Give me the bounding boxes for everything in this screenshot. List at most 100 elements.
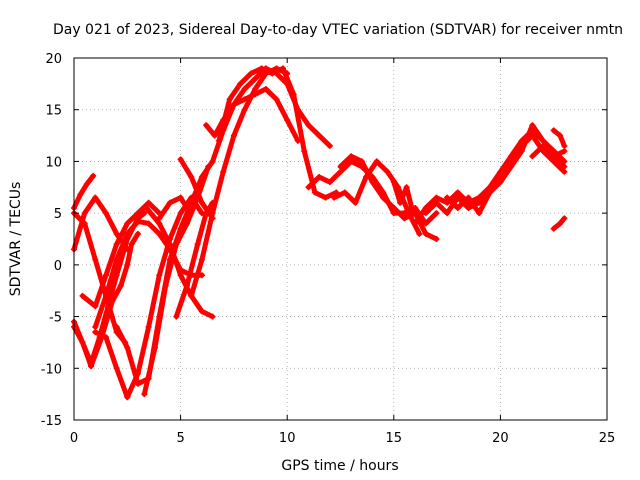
x-tick-label: 25 <box>599 431 616 446</box>
series-line <box>203 86 301 144</box>
data-point <box>454 194 461 201</box>
data-point <box>198 199 205 206</box>
x-axis-label: GPS time / hours <box>281 458 398 474</box>
data-point <box>183 282 190 289</box>
data-point <box>486 189 493 196</box>
data-point <box>252 91 259 98</box>
grid <box>73 57 608 421</box>
y-tick-label: 0 <box>54 259 62 274</box>
data-point <box>113 241 120 248</box>
series-arc-11 <box>143 204 216 320</box>
data-point <box>152 344 159 351</box>
data-point <box>124 394 131 401</box>
series-line <box>551 127 567 149</box>
data-series <box>71 65 568 401</box>
data-point <box>124 344 131 351</box>
data-point <box>529 153 536 160</box>
data-point <box>550 225 557 232</box>
series-line <box>391 179 416 216</box>
data-point <box>102 292 109 299</box>
data-point <box>550 127 557 134</box>
data-point <box>550 153 557 160</box>
data-point <box>316 173 323 180</box>
data-point <box>561 215 568 222</box>
data-point <box>198 256 205 263</box>
data-point <box>422 210 429 217</box>
data-point <box>128 241 135 248</box>
data-point <box>145 323 152 330</box>
data-point <box>301 148 308 155</box>
x-tick-label: 20 <box>492 431 509 446</box>
data-point <box>166 241 173 248</box>
data-point <box>262 86 269 93</box>
data-point <box>79 292 86 299</box>
data-point <box>326 179 333 186</box>
data-point <box>557 220 564 227</box>
data-point <box>220 168 227 175</box>
data-point <box>384 168 391 175</box>
y-tick-label: 5 <box>54 207 62 222</box>
data-point <box>273 96 280 103</box>
data-point <box>209 158 216 165</box>
data-point <box>134 380 141 387</box>
data-point <box>322 194 329 201</box>
data-point <box>177 272 184 279</box>
y-tick-label: 20 <box>45 52 62 67</box>
data-point <box>465 204 472 211</box>
data-point <box>124 220 131 227</box>
data-point <box>124 230 131 237</box>
data-point <box>88 363 95 370</box>
data-point <box>183 220 190 227</box>
data-point <box>561 163 568 170</box>
x-tick-label: 10 <box>279 431 296 446</box>
data-point <box>337 168 344 175</box>
data-point <box>284 117 291 124</box>
series-arc-21 <box>337 153 440 242</box>
data-point <box>433 210 440 217</box>
data-point <box>92 329 99 336</box>
data-point <box>230 101 237 108</box>
data-point <box>373 158 380 165</box>
data-point <box>205 163 212 170</box>
data-point <box>341 189 348 196</box>
data-point <box>401 215 408 222</box>
series-line <box>71 173 96 211</box>
series-arc-27 <box>550 127 568 149</box>
data-point <box>102 334 109 341</box>
data-point <box>279 65 286 72</box>
series-line <box>338 153 439 242</box>
data-point <box>540 137 547 144</box>
data-point <box>476 210 483 217</box>
data-point <box>557 132 564 139</box>
data-point <box>380 194 387 201</box>
x-tick-label: 0 <box>70 431 78 446</box>
data-point <box>252 86 259 93</box>
series-line <box>80 200 162 309</box>
series-line <box>444 122 567 216</box>
data-point <box>397 199 404 206</box>
data-point <box>81 220 88 227</box>
chart-title: Day 021 of 2023, Sidereal Day-to-day VTE… <box>53 22 623 38</box>
data-point <box>113 256 120 263</box>
series-line <box>156 195 190 221</box>
data-point <box>454 204 461 211</box>
series-arc-28 <box>550 215 568 232</box>
data-point <box>269 70 276 77</box>
data-point <box>177 156 184 163</box>
data-point <box>444 194 451 201</box>
data-point <box>113 323 120 330</box>
data-point <box>113 365 120 372</box>
data-point <box>79 339 86 346</box>
data-point <box>305 122 312 129</box>
data-point <box>134 210 141 217</box>
data-point <box>145 220 152 227</box>
series-line <box>216 65 339 201</box>
series-line <box>178 156 216 221</box>
data-point <box>403 184 410 191</box>
data-point <box>188 292 195 299</box>
series-arc-16 <box>203 86 301 144</box>
series-line <box>529 143 567 159</box>
data-point <box>252 75 259 82</box>
data-point <box>241 86 248 93</box>
